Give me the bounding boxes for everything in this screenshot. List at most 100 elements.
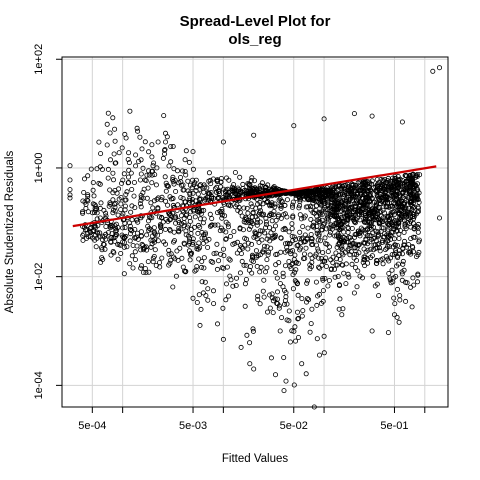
data-point bbox=[224, 264, 230, 270]
data-point bbox=[399, 212, 405, 218]
data-points bbox=[67, 65, 442, 410]
data-point bbox=[112, 204, 118, 210]
data-point bbox=[319, 198, 325, 204]
data-point bbox=[314, 227, 320, 233]
data-point bbox=[385, 213, 391, 219]
data-point bbox=[413, 254, 419, 260]
data-point bbox=[267, 305, 273, 311]
data-point bbox=[346, 201, 352, 207]
data-point bbox=[246, 191, 252, 197]
data-point bbox=[282, 211, 288, 217]
y-axis-ticks: 1e-04 1e-02 1e+00 1e+02 bbox=[33, 44, 62, 399]
data-point bbox=[328, 224, 334, 230]
data-point bbox=[121, 244, 127, 250]
data-point bbox=[150, 205, 156, 211]
data-point bbox=[387, 277, 393, 283]
data-point bbox=[111, 177, 117, 183]
data-point bbox=[230, 186, 236, 192]
data-point bbox=[345, 247, 351, 253]
data-point bbox=[370, 273, 376, 279]
data-point bbox=[335, 200, 341, 206]
data-point bbox=[179, 168, 185, 174]
data-point bbox=[367, 221, 373, 227]
data-point bbox=[115, 256, 121, 262]
data-point bbox=[396, 211, 402, 217]
data-point bbox=[142, 245, 148, 251]
data-point bbox=[397, 228, 403, 234]
data-point bbox=[293, 279, 299, 285]
data-point bbox=[349, 237, 355, 243]
data-point bbox=[221, 253, 227, 259]
data-point bbox=[194, 299, 200, 305]
data-point bbox=[352, 218, 358, 224]
data-point bbox=[170, 202, 176, 208]
data-point bbox=[299, 296, 305, 302]
data-point bbox=[201, 198, 207, 204]
data-point bbox=[319, 211, 325, 217]
data-point bbox=[334, 256, 340, 262]
data-point bbox=[289, 226, 295, 232]
data-point bbox=[244, 332, 250, 338]
data-point bbox=[375, 205, 381, 211]
data-point bbox=[310, 223, 316, 229]
data-point bbox=[302, 232, 308, 238]
data-point bbox=[205, 286, 211, 292]
x-tick-label: 5e-04 bbox=[78, 420, 106, 432]
data-point bbox=[220, 336, 226, 342]
data-point bbox=[377, 192, 383, 198]
data-point bbox=[165, 202, 171, 208]
data-point bbox=[268, 230, 274, 236]
data-point bbox=[376, 293, 382, 299]
data-point bbox=[309, 238, 315, 244]
data-point bbox=[386, 233, 392, 239]
data-point bbox=[382, 247, 388, 253]
data-point bbox=[205, 244, 211, 250]
data-point bbox=[139, 241, 145, 247]
data-point bbox=[363, 218, 369, 224]
data-point bbox=[396, 235, 402, 241]
data-point bbox=[257, 228, 263, 234]
data-point bbox=[150, 259, 156, 265]
data-point bbox=[401, 238, 407, 244]
data-point bbox=[239, 258, 245, 264]
data-point bbox=[207, 211, 213, 217]
data-point bbox=[367, 187, 373, 193]
data-point bbox=[352, 203, 358, 209]
data-point bbox=[187, 218, 193, 224]
data-point bbox=[166, 262, 172, 268]
data-point bbox=[99, 247, 105, 253]
data-point bbox=[345, 271, 351, 277]
data-point bbox=[292, 324, 298, 330]
data-point bbox=[286, 308, 292, 314]
data-point bbox=[210, 176, 216, 182]
data-point bbox=[190, 295, 196, 301]
data-point bbox=[344, 239, 350, 245]
data-point bbox=[94, 216, 100, 222]
data-point bbox=[251, 132, 257, 138]
data-point bbox=[400, 246, 406, 252]
data-point bbox=[291, 123, 297, 129]
data-point bbox=[270, 310, 276, 316]
data-point bbox=[210, 288, 216, 294]
data-point bbox=[151, 160, 157, 166]
data-point bbox=[262, 269, 268, 275]
data-point bbox=[118, 250, 124, 256]
data-point bbox=[85, 193, 91, 199]
data-point bbox=[108, 157, 114, 163]
data-point bbox=[187, 182, 193, 188]
data-point bbox=[402, 186, 408, 192]
data-point bbox=[214, 210, 220, 216]
data-point bbox=[283, 378, 289, 384]
data-point bbox=[392, 217, 398, 223]
data-point bbox=[352, 244, 358, 250]
data-point bbox=[201, 255, 207, 261]
data-point bbox=[375, 233, 381, 239]
data-point bbox=[304, 280, 310, 286]
data-point bbox=[347, 252, 353, 258]
data-point bbox=[162, 241, 168, 247]
data-point bbox=[97, 215, 103, 221]
data-point bbox=[215, 222, 221, 228]
data-point bbox=[319, 217, 325, 223]
data-point bbox=[132, 205, 138, 211]
data-point bbox=[354, 245, 360, 251]
